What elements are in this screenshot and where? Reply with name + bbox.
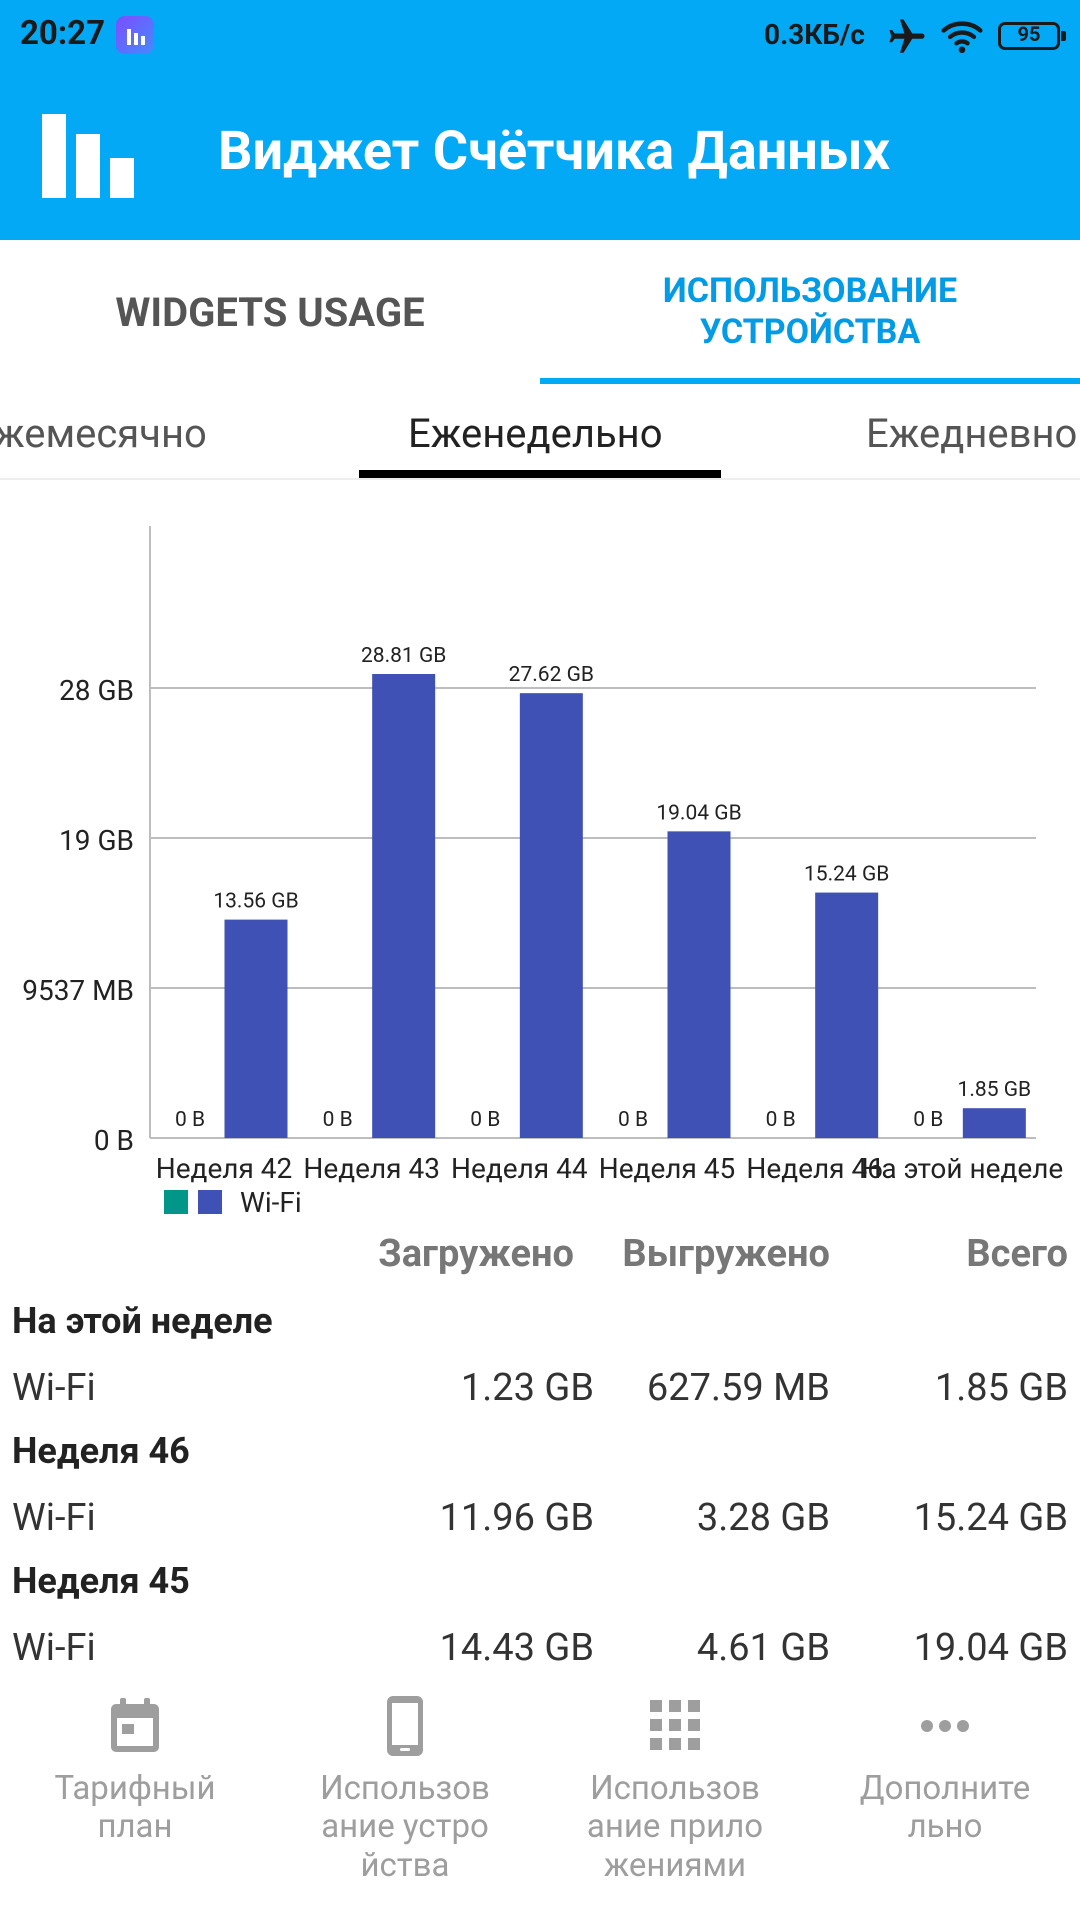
- bar: [815, 892, 879, 1138]
- nav-device-usage[interactable]: Использование устройства: [270, 1680, 540, 1920]
- nav-more-label: Дополнительно: [859, 1769, 1031, 1847]
- total-value: 1.85 GB: [934, 1366, 1068, 1410]
- bar-value-label: 19.04 GB: [656, 801, 741, 825]
- bar-value-label: 15.24 GB: [804, 863, 889, 887]
- wifi-icon: [941, 21, 983, 54]
- downloaded-value: 1.23 GB: [460, 1366, 594, 1410]
- tab-daily[interactable]: Ежедневно: [866, 410, 1078, 457]
- uploaded-value: 4.61 GB: [696, 1626, 830, 1670]
- nav-app-usage-label: Использование приложениями: [586, 1769, 764, 1885]
- network-label: Wi-Fi: [12, 1626, 96, 1670]
- total-value: 19.04 GB: [913, 1626, 1068, 1670]
- battery-level: 95: [1017, 22, 1041, 46]
- main-tabs: WIDGETS USAGE ИСПОЛЬЗОВАНИЕ УСТРОЙСТВА: [0, 240, 1080, 384]
- bar: [667, 831, 731, 1138]
- network-label: Wi-Fi: [12, 1366, 96, 1410]
- tab-device-usage[interactable]: ИСПОЛЬЗОВАНИЕ УСТРОЙСТВА: [540, 240, 1080, 384]
- tab-device-usage-label-line1: ИСПОЛЬЗОВАНИЕ: [662, 271, 958, 312]
- data-widget-notification-icon: [116, 16, 154, 54]
- uploaded-value: 3.28 GB: [696, 1496, 830, 1540]
- calendar-icon: [111, 1698, 159, 1752]
- bar-value-label: 0 B: [618, 1108, 648, 1132]
- battery-icon: 95: [998, 22, 1066, 50]
- tab-monthly[interactable]: жемесячно: [0, 410, 207, 457]
- tab-widgets-usage[interactable]: WIDGETS USAGE: [0, 240, 540, 384]
- x-category-label: Неделя 45: [599, 1152, 736, 1185]
- bar-value-label: 0 B: [175, 1108, 205, 1132]
- bar-value-label: 0 B: [913, 1108, 943, 1132]
- tab-indicator: [540, 378, 1080, 384]
- app-title: Виджет Счётчика Данных: [218, 120, 891, 183]
- bar: [224, 919, 288, 1138]
- bar-value-label: 0 B: [766, 1108, 796, 1132]
- bar-value-label: 0 B: [470, 1108, 500, 1132]
- phone-icon: [387, 1696, 423, 1756]
- section-header: Неделя 45: [0, 1560, 1080, 1616]
- tab-widgets-usage-label: WIDGETS USAGE: [115, 288, 425, 336]
- usage-bar-chart: 0 B 9537 MB 19 GB 28 GB 0 B 13.56 GB Неделя 42…: [22, 526, 1063, 1219]
- x-category-label: Неделя 43: [303, 1152, 440, 1185]
- x-category-label: На этой неделе: [861, 1152, 1063, 1185]
- nav-more[interactable]: Дополнительно: [810, 1680, 1080, 1920]
- header-uploaded: Выгружено: [622, 1232, 830, 1276]
- app-logo-icon: [42, 114, 134, 198]
- section-header: Неделя 46: [0, 1430, 1080, 1486]
- tab-device-usage-label-line2: УСТРОЙСТВА: [699, 312, 921, 352]
- header-total: Всего: [966, 1232, 1068, 1276]
- table-row: Wi-Fi 11.96 GB 3.28 GB 15.24 GB: [0, 1492, 1080, 1548]
- uploaded-value: 627.59 MB: [646, 1366, 830, 1410]
- section-title: Неделя 46: [12, 1430, 190, 1472]
- legend-label: Wi-Fi: [240, 1186, 302, 1219]
- nav-app-usage[interactable]: Использование приложениями: [540, 1680, 810, 1920]
- bar: [519, 693, 583, 1138]
- network-speed: 0.3КБ/с: [764, 18, 865, 51]
- more-icon: [921, 1720, 969, 1732]
- header-downloaded: Загружено: [378, 1232, 574, 1276]
- section-header: На этой неделе: [0, 1300, 1080, 1356]
- section-title: Неделя 45: [12, 1560, 190, 1602]
- x-category-label: Неделя 42: [156, 1152, 293, 1185]
- legend-swatch: [198, 1190, 222, 1214]
- y-tick-label: 19 GB: [59, 824, 134, 857]
- bar-value-label: 27.62 GB: [509, 663, 594, 687]
- bottom-navigation: Тарифный план Использование устройства И…: [0, 1680, 1080, 1920]
- section-title: На этой неделе: [12, 1300, 273, 1342]
- bar: [962, 1108, 1026, 1138]
- y-tick-label: 9537 MB: [22, 974, 134, 1007]
- total-value: 15.24 GB: [913, 1496, 1068, 1540]
- status-time: 20:27: [20, 14, 106, 53]
- tab-weekly[interactable]: Еженедельно: [408, 410, 663, 457]
- y-tick-label: 0 B: [94, 1124, 134, 1157]
- x-category-label: Неделя 44: [451, 1152, 588, 1185]
- legend-swatch: [164, 1190, 188, 1214]
- airplane-icon: [889, 19, 925, 53]
- nav-data-plan-label: Тарифный план: [54, 1769, 216, 1847]
- app-bar: Виджет Счётчика Данных: [0, 74, 1080, 240]
- period-tabs: жемесячно Еженедельно Ежедневно: [0, 384, 1080, 480]
- nav-device-usage-label: Использование устройства: [320, 1769, 490, 1885]
- table-row: Wi-Fi 1.23 GB 627.59 MB 1.85 GB: [0, 1362, 1080, 1418]
- table-row: Wi-Fi 14.43 GB 4.61 GB 19.04 GB: [0, 1622, 1080, 1678]
- period-tab-indicator: [359, 470, 721, 478]
- nav-data-plan[interactable]: Тарифный план: [0, 1680, 270, 1920]
- bar-value-label: 13.56 GB: [213, 890, 298, 914]
- status-bar: 20:27 0.3КБ/с 95: [0, 0, 1080, 74]
- bar-value-label: 28.81 GB: [361, 644, 446, 668]
- bar: [372, 674, 436, 1138]
- apps-grid-icon: [650, 1700, 700, 1750]
- bar-value-label: 1.85 GB: [958, 1078, 1032, 1102]
- downloaded-value: 14.43 GB: [439, 1626, 594, 1670]
- y-tick-label: 28 GB: [59, 674, 134, 707]
- x-category-label: Неделя 46: [746, 1152, 883, 1185]
- bar-value-label: 0 B: [323, 1108, 353, 1132]
- downloaded-value: 11.96 GB: [439, 1496, 594, 1540]
- network-label: Wi-Fi: [12, 1496, 96, 1540]
